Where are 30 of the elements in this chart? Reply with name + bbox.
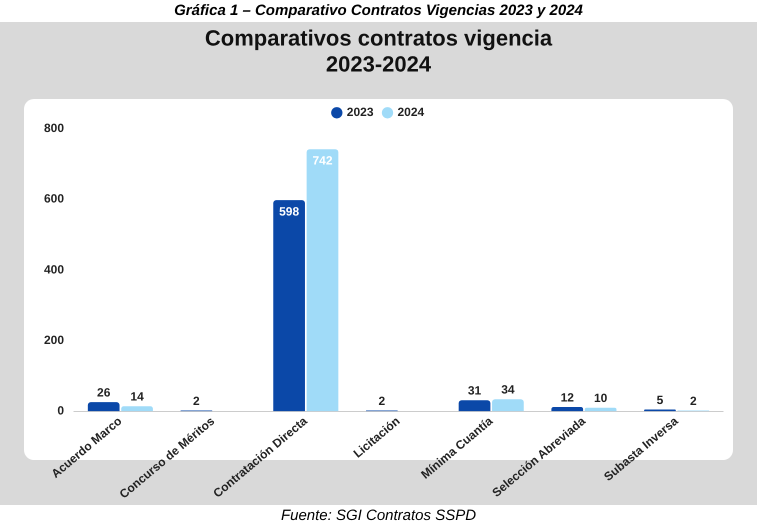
bar [492, 399, 524, 412]
bar [306, 149, 338, 412]
data-label: 14 [130, 390, 144, 404]
data-label: 5 [656, 392, 664, 407]
bar [584, 408, 616, 412]
bar [88, 402, 120, 412]
text: Gráfica 1 – Comparativo Contratos Vigencias 2023 y 2024 [173, 1, 584, 21]
data-label: 2 [193, 394, 200, 408]
y-tick-label: 0 [57, 404, 64, 418]
chart-title: Comparativos contratos vigencia 2023-2024 [204, 25, 553, 77]
source-note: Fuente: SGI Contratos SSPD [280, 506, 478, 526]
y-tick-label: 200 [44, 332, 64, 347]
y-tick-label: 400 [44, 262, 64, 276]
legend-label: 2024 [398, 105, 425, 120]
data-label: 12 [560, 390, 574, 404]
data-label: 26 [97, 385, 111, 400]
data-label: 2 [690, 394, 697, 408]
data-label: 742 [312, 154, 333, 168]
data-label: 2 [378, 394, 386, 408]
data-label: 31 [468, 384, 482, 398]
bar [551, 407, 584, 412]
data-label: 34 [501, 382, 515, 397]
bar [458, 400, 490, 412]
data-label: 598 [279, 204, 300, 218]
bar [273, 200, 305, 412]
legend-label: 2023 [346, 105, 374, 120]
y-tick-label: 800 [44, 121, 64, 136]
data-label: 10 [594, 391, 608, 406]
bar [121, 406, 153, 412]
y-tick-label: 600 [44, 192, 64, 206]
